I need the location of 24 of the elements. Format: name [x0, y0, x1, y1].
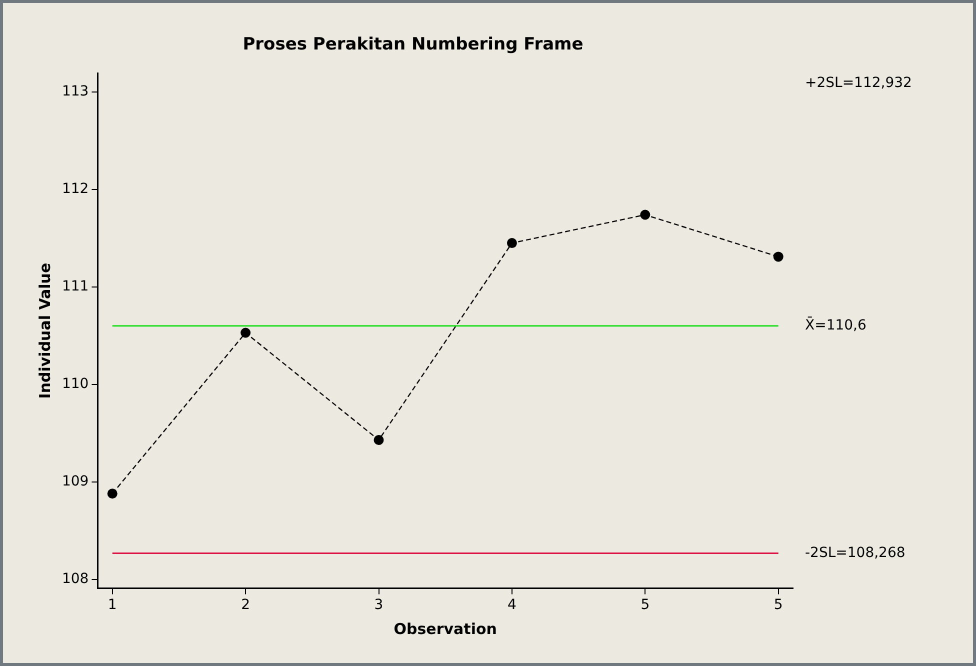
- y-tick-label: 113: [62, 84, 89, 100]
- text: +2SL=112,932: [805, 75, 912, 92]
- y-axis-title: Individual Value: [36, 262, 54, 399]
- ref-line-label: -2SL=108,268: [805, 544, 906, 561]
- point: [773, 252, 784, 262]
- point: [240, 328, 251, 338]
- point: [506, 238, 517, 248]
- point: [107, 488, 118, 499]
- y-tick-label: 112: [62, 181, 89, 198]
- y-tick-label: 110: [62, 376, 89, 392]
- x-tick-label: 4: [507, 597, 516, 614]
- x-tick-label: 5: [774, 597, 783, 614]
- x-axis-title: Observation: [394, 620, 497, 638]
- point: [374, 435, 384, 445]
- y-tick-label: 108: [62, 571, 89, 588]
- x-tick-label: 3: [374, 597, 384, 614]
- x-tick-label: 2: [241, 597, 250, 614]
- chart-title: Proses Perakitan Numbering Frame: [242, 34, 584, 55]
- x-tick-label: 5: [640, 597, 650, 614]
- point: [640, 210, 650, 220]
- x-tick-label: 1: [108, 597, 117, 614]
- y-tick-label: 109: [62, 474, 89, 490]
- y-tick-label: 111: [62, 278, 89, 295]
- ref-line-label: X̄=110,6: [805, 316, 866, 334]
